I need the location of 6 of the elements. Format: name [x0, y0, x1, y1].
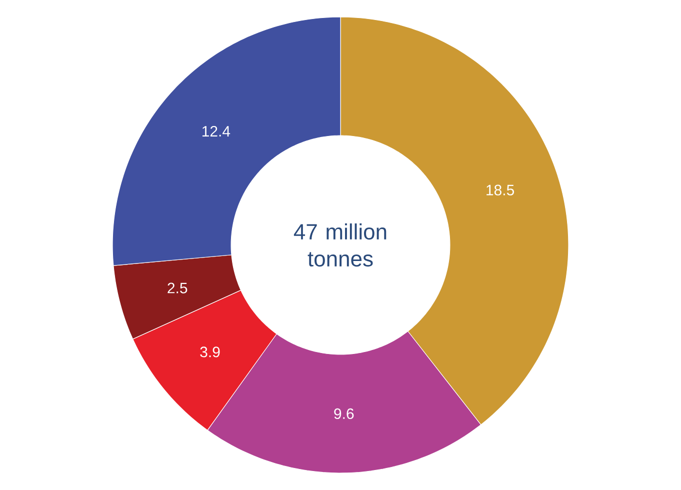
- data-label: 12.4: [202, 126, 230, 136]
- text: 47 million tonnes: [294, 223, 386, 267]
- data-label: 2.5: [168, 282, 188, 294]
- data-label: 9.6: [334, 408, 354, 419]
- data-label: 18.5: [486, 184, 514, 196]
- data-label: 3.9: [200, 346, 220, 358]
